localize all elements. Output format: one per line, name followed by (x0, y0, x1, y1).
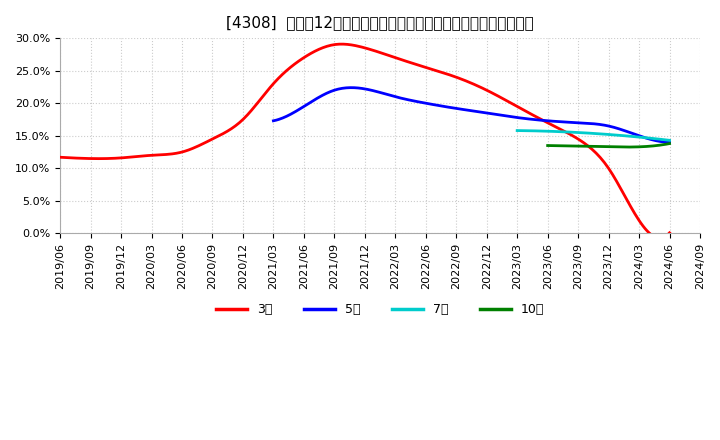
Title: [4308]  売上高12か月移動合計の対前年同期増減率の平均値の推移: [4308] 売上高12か月移動合計の対前年同期増減率の平均値の推移 (226, 15, 534, 30)
Legend: 3年, 5年, 7年, 10年: 3年, 5年, 7年, 10年 (211, 298, 549, 321)
